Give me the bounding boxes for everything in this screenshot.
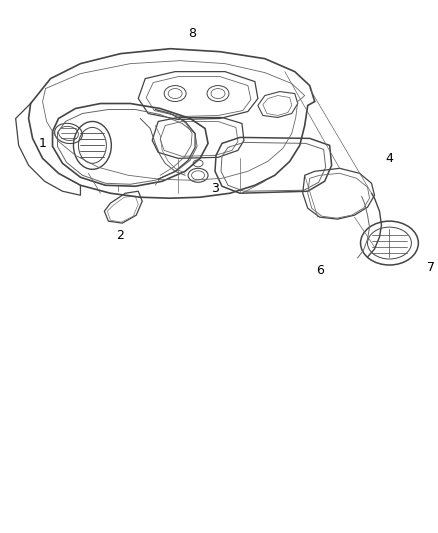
Text: 2: 2	[117, 229, 124, 241]
Text: 8: 8	[188, 27, 196, 40]
Text: 4: 4	[385, 152, 393, 165]
Text: 1: 1	[39, 137, 46, 150]
Text: 7: 7	[427, 262, 435, 274]
Text: 3: 3	[211, 182, 219, 195]
Text: 6: 6	[316, 264, 324, 278]
